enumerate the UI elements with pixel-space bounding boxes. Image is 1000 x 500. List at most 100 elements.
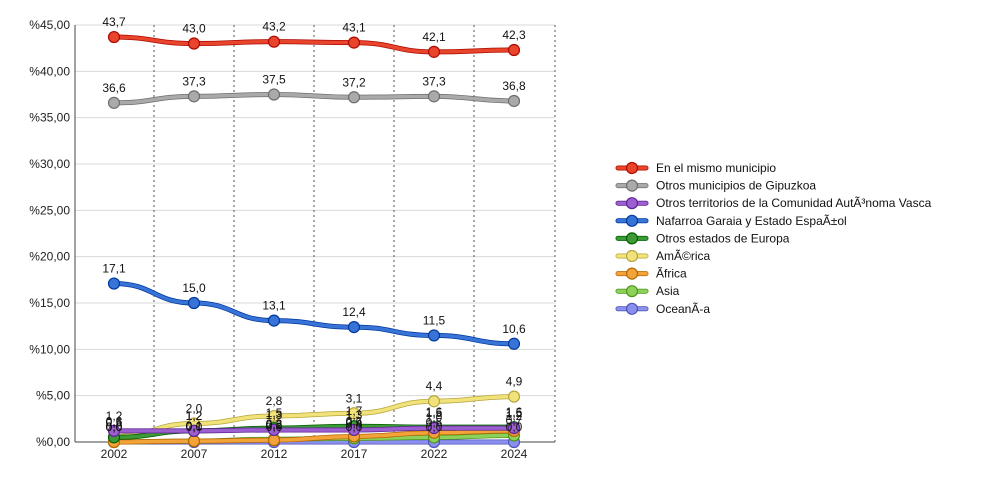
data-labels: 43,7 43,0 43,2 43,1 42,1 42,3 36,6 37,3 37,5 37,2… — [102, 15, 526, 434]
data-label: 10,6 — [502, 322, 526, 336]
data-label: 37,3 — [422, 74, 446, 88]
data-label: 4,9 — [506, 375, 523, 389]
x-tick-label: 2024 — [501, 447, 528, 461]
legend-item[interactable]: Nafarroa Garaia y Estado EspaÃ±ol — [615, 214, 847, 228]
legend-item[interactable]: AmÃ©rica — [615, 249, 711, 263]
series-1 — [107, 88, 521, 109]
data-label: 43,1 — [342, 21, 366, 35]
data-label: 4,4 — [426, 379, 443, 393]
data-point[interactable] — [267, 434, 281, 447]
data-point[interactable] — [427, 45, 441, 58]
data-label: 1,6 — [426, 405, 443, 419]
data-point[interactable] — [267, 423, 281, 437]
data-point[interactable] — [507, 422, 521, 435]
data-point[interactable] — [267, 409, 281, 423]
data-point[interactable] — [427, 422, 441, 435]
legend-item[interactable]: Otros territorios de la Comunidad AutÃ³n… — [615, 196, 932, 210]
series-line — [112, 281, 516, 346]
data-point[interactable] — [427, 329, 441, 342]
legend-swatch-marker — [625, 267, 639, 280]
data-point[interactable] — [187, 434, 201, 448]
data-point[interactable] — [347, 36, 361, 49]
legend-label: Otros territorios de la Comunidad AutÃ³n… — [656, 196, 932, 210]
data-label: 0,5 — [106, 415, 123, 429]
data-point[interactable] — [507, 94, 521, 108]
data-point[interactable] — [187, 424, 201, 437]
y-tick-label: %20,00 — [29, 250, 70, 264]
data-label: 0,0 — [106, 420, 123, 434]
y-tick-label: %5,00 — [36, 389, 70, 403]
series-3 — [107, 277, 521, 350]
data-label: 12,4 — [342, 305, 366, 319]
x-tick-label: 2007 — [181, 447, 208, 461]
data-label: 43,0 — [182, 22, 206, 36]
legend: En el mismo municipio Otros municipios de… — [615, 161, 932, 316]
data-point[interactable] — [107, 30, 121, 44]
data-point[interactable] — [427, 90, 441, 103]
x-tick-label: 2012 — [261, 447, 288, 461]
data-label: 1,2 — [106, 409, 123, 423]
data-label: 0,0 — [426, 420, 443, 434]
data-label: 0,0 — [186, 420, 203, 434]
data-point[interactable] — [507, 390, 521, 403]
data-label: 0,6 — [106, 414, 123, 428]
data-label: 36,8 — [502, 79, 526, 93]
y-tick-label: %25,00 — [29, 203, 70, 217]
y-tick-label: %35,00 — [29, 111, 70, 125]
data-label: 0,3 — [266, 417, 283, 431]
data-point[interactable] — [267, 35, 281, 48]
data-label: 15,0 — [182, 281, 206, 295]
data-label: 1,2 — [186, 409, 203, 423]
legend-swatch-marker — [625, 197, 639, 210]
data-label: 43,7 — [102, 15, 126, 29]
legend-label: Otros municipios de Gipuzkoa — [656, 179, 816, 193]
data-label: 1,5 — [426, 406, 443, 420]
data-label: 0,5 — [426, 415, 443, 429]
x-tick-label: 2022 — [421, 447, 448, 461]
data-point[interactable] — [347, 423, 361, 437]
legend-swatch-marker — [625, 232, 639, 245]
data-point[interactable] — [107, 277, 121, 290]
series-lines — [107, 30, 521, 449]
legend-label: Ãfrica — [656, 267, 687, 281]
legend-item[interactable]: Otros municipios de Gipuzkoa — [615, 179, 816, 193]
grid — [75, 24, 556, 442]
legend-swatch-marker — [625, 249, 639, 263]
data-label: 37,3 — [182, 74, 206, 88]
legend-label: OceanÃ-a — [656, 302, 710, 316]
data-point[interactable] — [347, 407, 361, 420]
series-line — [112, 35, 516, 54]
data-label: 0,7 — [506, 414, 523, 428]
legend-label: Otros estados de Europa — [656, 231, 790, 245]
data-point[interactable] — [187, 296, 201, 310]
legend-item[interactable]: En el mismo municipio — [615, 161, 776, 175]
legend-item[interactable]: Otros estados de Europa — [615, 231, 790, 245]
legend-item[interactable]: Ãfrica — [615, 267, 687, 281]
data-label: 0,2 — [266, 418, 283, 432]
data-point[interactable] — [427, 395, 441, 408]
x-tick-label: 2017 — [341, 447, 368, 461]
data-point[interactable] — [187, 90, 201, 103]
data-label: 42,1 — [422, 30, 446, 44]
data-point[interactable] — [347, 320, 361, 334]
data-label: 0,0 — [106, 420, 123, 434]
data-label: 0,4 — [346, 416, 363, 430]
data-point[interactable] — [267, 314, 281, 327]
data-point[interactable] — [267, 88, 281, 101]
legend-item[interactable]: OceanÃ-a — [615, 302, 710, 316]
data-point[interactable] — [507, 337, 521, 350]
series-line — [112, 426, 516, 433]
axes: %0,00 %5,00 %10,00 %15,00 %20,00 %25,00 %30,00… — [29, 18, 555, 461]
data-label: 0,0 — [346, 420, 363, 434]
data-point[interactable] — [507, 43, 521, 57]
data-point[interactable] — [347, 91, 361, 104]
legend-item[interactable]: Asia — [615, 284, 680, 298]
data-point[interactable] — [187, 37, 201, 50]
data-label: 13,1 — [262, 299, 286, 313]
legend-label: Asia — [656, 284, 680, 298]
data-label: 1,0 — [426, 411, 443, 425]
data-point[interactable] — [107, 424, 121, 437]
y-tick-label: %45,00 — [29, 18, 70, 32]
data-point[interactable] — [107, 96, 121, 109]
